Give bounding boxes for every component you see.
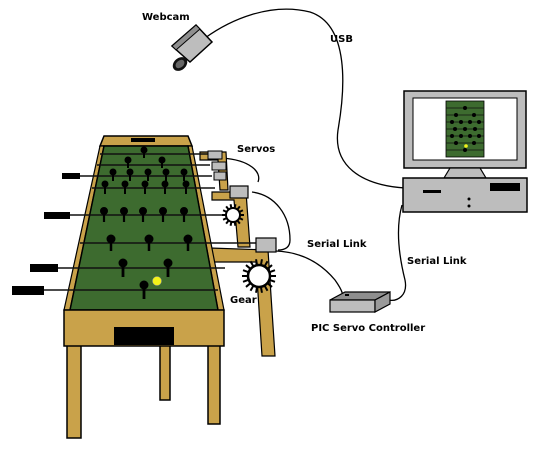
servo-wire-1 [221, 157, 260, 183]
usb-cable [204, 8, 406, 189]
player-row-5 [100, 207, 188, 222]
servo-5 [255, 237, 277, 253]
players [100, 146, 193, 299]
label-servos: Servos [237, 144, 275, 155]
player-row-8 [139, 280, 149, 299]
player-row-7 [118, 258, 173, 277]
front-goal-slot [114, 327, 174, 345]
pic-servo-controller-device [329, 291, 391, 313]
ball [152, 276, 162, 286]
player-row-3 [109, 168, 188, 181]
serial-link-pc-cable [387, 204, 407, 301]
player-row-4 [101, 180, 190, 194]
servo-1 [207, 150, 223, 160]
webcam-lens-ring [175, 59, 185, 69]
label-serial-link-pc: Serial Link [407, 256, 467, 267]
player-row-1 [140, 146, 148, 158]
servo-2 [211, 161, 227, 171]
monitor-stand [442, 167, 488, 179]
pc-power-led [467, 197, 471, 201]
screen-foosball-thumbnail [445, 100, 485, 158]
label-serial-link-servo: Serial Link [307, 239, 367, 250]
pc-button [467, 204, 471, 208]
label-usb: USB [330, 34, 353, 45]
player-row-2 [124, 156, 166, 168]
rod-handles [12, 173, 80, 295]
labels: Webcam USB Servos Serial Link Serial Lin… [142, 12, 467, 334]
servos [207, 150, 277, 253]
back-goal-slot [131, 138, 155, 142]
pc-drive-slot [423, 190, 441, 193]
webcam-device [170, 23, 214, 71]
gear-large [242, 259, 276, 293]
servo-wire-2 [251, 191, 291, 251]
foosball-table [63, 135, 225, 347]
label-webcam: Webcam [142, 12, 190, 23]
cables [204, 8, 407, 301]
computer [402, 90, 528, 213]
serial-link-servo-cable [275, 250, 344, 301]
label-gear: Gear [230, 295, 257, 306]
servo-4 [229, 185, 249, 199]
label-pic-servo-controller: PIC Servo Controller [311, 323, 425, 334]
gears [222, 204, 276, 293]
gear-small [222, 204, 244, 226]
webcam-top [171, 24, 201, 51]
player-row-6 [106, 234, 193, 251]
servo-3 [213, 171, 227, 181]
table-legs [66, 339, 221, 439]
pc-front-panel [490, 183, 520, 191]
